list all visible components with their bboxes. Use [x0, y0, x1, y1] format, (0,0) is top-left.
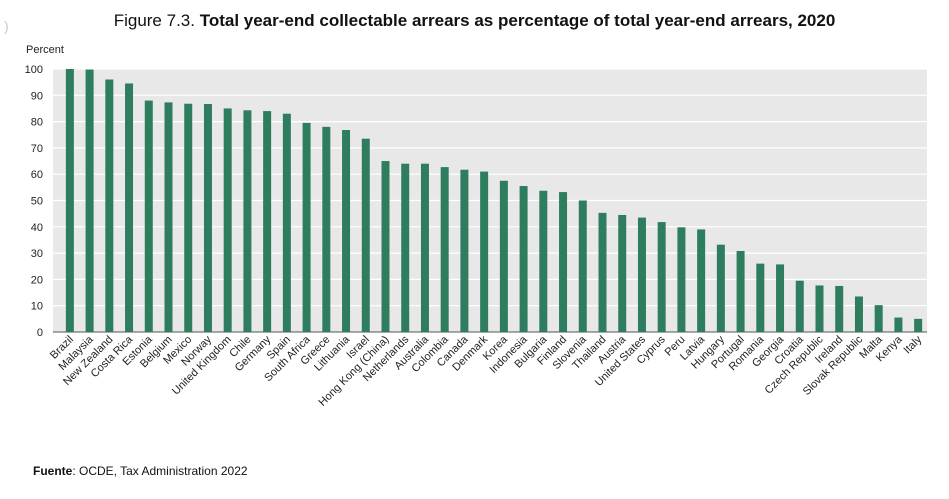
- y-tick-label: 40: [31, 222, 43, 234]
- gridlines: [53, 68, 927, 333]
- bars: [65, 69, 923, 333]
- bar: [381, 161, 390, 332]
- bar: [914, 318, 923, 332]
- bar: [795, 280, 804, 332]
- y-tick-label: 100: [25, 64, 43, 76]
- bar: [243, 110, 252, 332]
- bar: [835, 285, 844, 332]
- bar: [776, 264, 785, 332]
- y-tick-label: 10: [31, 301, 43, 313]
- y-axis-label: Percent: [26, 44, 64, 56]
- y-tick-label: 0: [37, 327, 43, 339]
- y-tick-label: 30: [31, 248, 43, 260]
- bar: [716, 244, 725, 332]
- bar: [184, 103, 193, 332]
- bar: [480, 171, 489, 332]
- bar: [302, 122, 311, 332]
- bar: [223, 108, 232, 332]
- bar: [440, 167, 449, 332]
- bar: [637, 217, 646, 332]
- y-tick-label: 80: [31, 117, 43, 129]
- y-tick-label: 90: [31, 90, 43, 102]
- bar: [65, 69, 74, 332]
- bar: [361, 138, 370, 332]
- bar: [894, 317, 903, 332]
- bar: [854, 296, 863, 332]
- y-tick-label: 60: [31, 169, 43, 181]
- bar: [460, 169, 469, 332]
- bar: [125, 83, 134, 332]
- bar: [756, 263, 765, 332]
- bar: [657, 222, 666, 332]
- bar: [618, 214, 627, 332]
- source-text: : OCDE, Tax Administration 2022: [72, 464, 248, 478]
- source-note: Fuente: OCDE, Tax Administration 2022: [33, 464, 248, 478]
- bar: [697, 229, 706, 332]
- y-tick-label: 70: [31, 143, 43, 155]
- bar: [559, 192, 568, 332]
- bar: [519, 186, 528, 332]
- bar: [164, 102, 173, 332]
- y-axis-ticks: 0 10 20 30 40 50 60 70 80 90 100: [25, 64, 43, 339]
- bar: [144, 100, 153, 332]
- bar: [282, 113, 291, 333]
- bar: [401, 163, 410, 332]
- bar: [815, 285, 824, 332]
- y-tick-label: 50: [31, 196, 43, 208]
- source-label: Fuente: [33, 464, 73, 478]
- bar: [263, 111, 272, 332]
- figure-title-text: Total year-end collectable arrears as pe…: [199, 11, 836, 30]
- bar: [539, 190, 548, 332]
- figure-title: Figure 7.3. Total year-end collectable a…: [0, 11, 949, 31]
- bar: [420, 163, 429, 332]
- side-mark: ): [4, 18, 9, 34]
- x-tick-label: Italy: [901, 333, 924, 356]
- bar: [105, 79, 114, 333]
- bar: [85, 69, 94, 332]
- bar: [499, 180, 508, 332]
- bar: [322, 126, 331, 332]
- y-tick-label: 20: [31, 274, 43, 286]
- bar: [677, 227, 686, 332]
- bar: [578, 200, 587, 332]
- bar: [874, 305, 883, 332]
- bar: [598, 212, 607, 332]
- bar: [342, 130, 351, 332]
- bar: [736, 250, 745, 332]
- bar: [203, 103, 212, 332]
- figure-number: Figure 7.3.: [113, 11, 195, 30]
